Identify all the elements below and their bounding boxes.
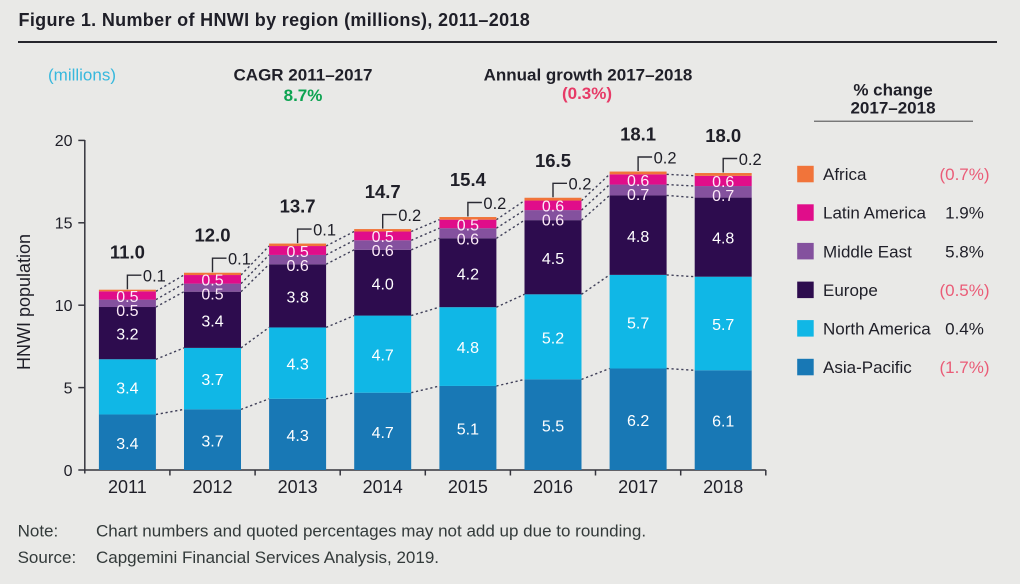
svg-text:4.7: 4.7 <box>372 425 394 442</box>
svg-text:% change: % change <box>853 81 932 100</box>
svg-text:0.6: 0.6 <box>457 231 479 248</box>
svg-text:0.2: 0.2 <box>654 149 677 167</box>
svg-text:2017–2018: 2017–2018 <box>850 99 935 118</box>
svg-text:2014: 2014 <box>363 477 403 497</box>
svg-text:2015: 2015 <box>448 477 488 497</box>
svg-text:8.7%: 8.7% <box>284 86 323 105</box>
svg-text:2016: 2016 <box>533 477 573 497</box>
svg-text:Africa: Africa <box>823 165 867 184</box>
svg-text:5: 5 <box>64 380 73 397</box>
svg-text:0.6: 0.6 <box>542 199 564 216</box>
svg-text:4.8: 4.8 <box>457 340 479 357</box>
svg-text:3.7: 3.7 <box>201 433 223 450</box>
svg-text:6.1: 6.1 <box>712 414 734 431</box>
svg-text:Annual growth 2017–2018: Annual growth 2017–2018 <box>484 66 693 85</box>
svg-text:(0.7%): (0.7%) <box>939 165 989 184</box>
svg-text:0.5: 0.5 <box>201 273 223 290</box>
svg-text:Latin America: Latin America <box>823 204 927 223</box>
svg-text:5.7: 5.7 <box>712 317 734 334</box>
svg-text:4.7: 4.7 <box>372 348 394 365</box>
svg-text:0.6: 0.6 <box>542 213 564 230</box>
svg-text:0.5: 0.5 <box>116 289 138 306</box>
svg-text:4.0: 4.0 <box>372 276 394 293</box>
svg-text:5.2: 5.2 <box>542 330 564 347</box>
svg-text:(0.5%): (0.5%) <box>939 281 989 300</box>
svg-text:0.1: 0.1 <box>228 251 251 269</box>
svg-text:4.8: 4.8 <box>712 231 734 248</box>
svg-text:0.2: 0.2 <box>739 151 762 169</box>
svg-text:2013: 2013 <box>278 477 318 497</box>
svg-text:HNWI population: HNWI population <box>14 234 34 370</box>
svg-text:Europe: Europe <box>823 281 878 300</box>
svg-text:CAGR 2011–2017: CAGR 2011–2017 <box>234 66 373 85</box>
svg-text:6.2: 6.2 <box>627 413 649 430</box>
svg-text:Source:: Source: <box>18 548 77 567</box>
svg-text:Note:: Note: <box>18 521 59 540</box>
svg-text:4.5: 4.5 <box>542 251 564 268</box>
svg-text:4.3: 4.3 <box>286 428 308 445</box>
svg-text:Chart numbers and quoted perce: Chart numbers and quoted percentages may… <box>96 521 646 540</box>
svg-text:0.7: 0.7 <box>627 187 649 204</box>
svg-text:5.8%: 5.8% <box>945 242 984 261</box>
svg-text:0.2: 0.2 <box>483 195 506 213</box>
svg-text:Asia-Pacific: Asia-Pacific <box>823 358 912 377</box>
svg-text:Figure 1. Number of HNWI by re: Figure 1. Number of HNWI by region (mill… <box>19 10 531 30</box>
svg-text:0.7: 0.7 <box>712 188 734 205</box>
svg-text:0.2: 0.2 <box>569 176 592 194</box>
svg-text:(0.3%): (0.3%) <box>562 84 612 103</box>
svg-text:14.7: 14.7 <box>365 181 401 202</box>
svg-text:4.2: 4.2 <box>457 266 479 283</box>
svg-text:0.2: 0.2 <box>398 207 421 225</box>
svg-text:0.4%: 0.4% <box>945 320 984 339</box>
svg-text:North America: North America <box>823 320 931 339</box>
svg-text:0.5: 0.5 <box>201 287 223 304</box>
svg-text:12.0: 12.0 <box>194 225 230 246</box>
svg-text:16.5: 16.5 <box>535 150 571 171</box>
svg-text:4.8: 4.8 <box>627 229 649 246</box>
svg-text:5.7: 5.7 <box>627 315 649 332</box>
svg-text:13.7: 13.7 <box>280 196 316 217</box>
svg-text:0.5: 0.5 <box>457 217 479 234</box>
svg-text:18.0: 18.0 <box>705 125 741 146</box>
svg-text:18.1: 18.1 <box>620 124 656 145</box>
svg-text:20: 20 <box>55 133 73 150</box>
svg-text:0.6: 0.6 <box>286 258 308 275</box>
svg-text:0: 0 <box>64 463 73 480</box>
svg-text:Middle East: Middle East <box>823 242 912 261</box>
svg-text:0.5: 0.5 <box>372 229 394 246</box>
svg-text:2012: 2012 <box>192 477 232 497</box>
svg-text:5.1: 5.1 <box>457 422 479 439</box>
svg-text:(1.7%): (1.7%) <box>939 358 989 377</box>
svg-text:1.9%: 1.9% <box>945 204 984 223</box>
svg-text:0.6: 0.6 <box>712 174 734 191</box>
svg-text:11.0: 11.0 <box>110 242 145 263</box>
svg-text:10: 10 <box>55 298 73 315</box>
svg-text:3.7: 3.7 <box>201 372 223 389</box>
svg-text:15: 15 <box>55 216 73 233</box>
svg-text:0.1: 0.1 <box>313 221 336 239</box>
svg-text:4.3: 4.3 <box>286 357 308 374</box>
svg-text:Capgemini Financial Services A: Capgemini Financial Services Analysis, 2… <box>96 548 439 567</box>
svg-text:5.5: 5.5 <box>542 418 564 435</box>
svg-text:2018: 2018 <box>703 477 743 497</box>
svg-text:3.4: 3.4 <box>116 436 138 453</box>
svg-text:3.4: 3.4 <box>201 313 223 330</box>
svg-text:0.6: 0.6 <box>372 243 394 260</box>
svg-text:3.2: 3.2 <box>116 327 138 344</box>
svg-text:3.4: 3.4 <box>116 381 138 398</box>
svg-text:(millions): (millions) <box>48 66 116 85</box>
svg-text:0.6: 0.6 <box>627 173 649 190</box>
svg-text:0.5: 0.5 <box>286 244 308 261</box>
svg-text:3.8: 3.8 <box>286 290 308 307</box>
svg-text:15.4: 15.4 <box>450 169 487 190</box>
svg-text:2011: 2011 <box>108 477 147 497</box>
svg-text:0.5: 0.5 <box>116 303 138 320</box>
svg-text:2017: 2017 <box>618 477 658 497</box>
svg-text:0.1: 0.1 <box>143 268 166 286</box>
